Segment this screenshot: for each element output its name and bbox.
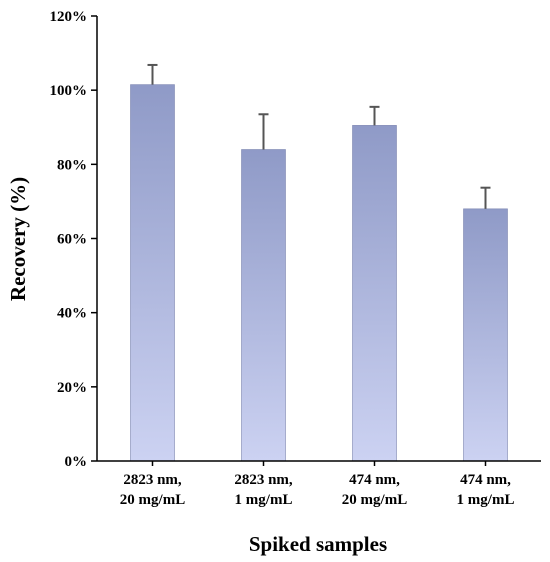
y-tick-label: 20% (57, 380, 87, 396)
y-tick-label: 100% (50, 83, 88, 99)
y-tick-label: 80% (57, 157, 87, 173)
y-tick-label: 60% (57, 232, 87, 248)
x-tick-labels: 2823 nm, 20 mg/mL 2823 nm, 1 mg/mL 474 nm, 20… (120, 461, 515, 508)
bar (463, 208, 508, 462)
bars (130, 84, 508, 462)
y-axis-title: Recovery (%) (6, 177, 30, 301)
bar (241, 149, 286, 462)
y-tick-label: 40% (57, 306, 87, 322)
x-tick-label: 474 nm, 20 mg/mL (342, 472, 407, 508)
error-bars (147, 63, 491, 209)
y-ticks: 0% 20% 40% 60% 80% 100% 120% (50, 9, 97, 470)
y-tick-label: 0% (65, 454, 88, 470)
x-axis-title: Spiked samples (249, 532, 387, 556)
bar (130, 84, 175, 462)
x-tick-label: 474 nm, 1 mg/mL (457, 472, 515, 508)
x-tick-label: 2823 nm, 20 mg/mL (120, 472, 185, 508)
bar (352, 125, 397, 462)
x-tick-label: 2823 nm, 1 mg/mL (234, 472, 293, 508)
y-tick-label: 120% (50, 9, 88, 25)
